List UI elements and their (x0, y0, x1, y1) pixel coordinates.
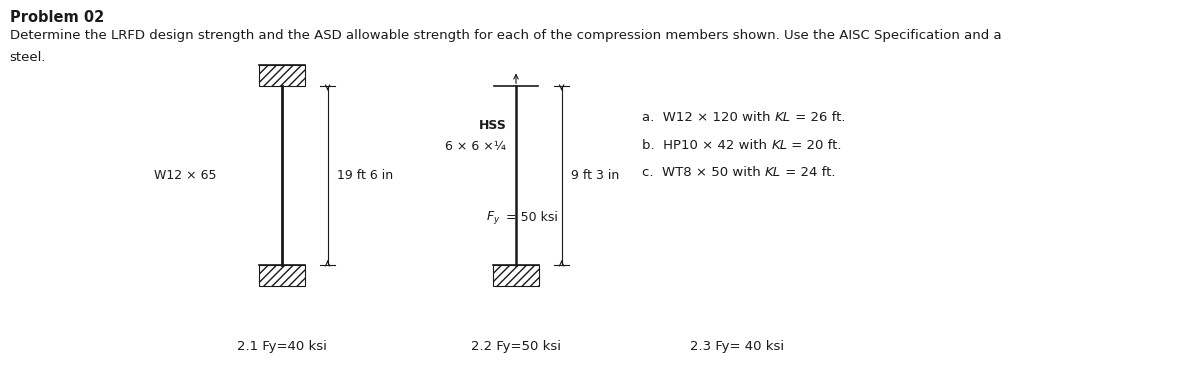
Text: KL: KL (775, 111, 791, 124)
Text: = 50 ksi: = 50 ksi (502, 211, 558, 224)
Text: HSS: HSS (479, 119, 506, 132)
Text: KL: KL (772, 138, 787, 152)
Text: 9 ft 3 in: 9 ft 3 in (571, 169, 619, 182)
Text: Determine the LRFD design strength and the ASD allowable strength for each of th: Determine the LRFD design strength and t… (10, 29, 1001, 42)
Text: a.  W12 × 120 with: a. W12 × 120 with (642, 111, 775, 124)
Text: KL: KL (766, 166, 781, 179)
Text: 2.3 Fy= 40 ksi: 2.3 Fy= 40 ksi (690, 340, 784, 354)
Bar (259, 65, 305, 86)
Text: c.  WT8 × 50 with: c. WT8 × 50 with (642, 166, 766, 179)
Text: steel.: steel. (10, 51, 46, 64)
Bar (493, 265, 539, 286)
Text: W12 × 65: W12 × 65 (154, 169, 216, 182)
Text: b.  HP10 × 42 with: b. HP10 × 42 with (642, 138, 772, 152)
Bar (259, 265, 305, 286)
Text: 2.1 Fy=40 ksi: 2.1 Fy=40 ksi (238, 340, 326, 354)
Text: = 20 ft.: = 20 ft. (787, 138, 842, 152)
Text: = 26 ft.: = 26 ft. (791, 111, 845, 124)
Text: 19 ft 6 in: 19 ft 6 in (337, 169, 394, 182)
Text: 2.2 Fy=50 ksi: 2.2 Fy=50 ksi (470, 340, 562, 354)
Text: $F_y$: $F_y$ (486, 209, 500, 226)
Text: = 24 ft.: = 24 ft. (781, 166, 835, 179)
Text: Problem 02: Problem 02 (10, 10, 104, 25)
Text: 6 × 6 ×¼: 6 × 6 ×¼ (445, 140, 506, 154)
